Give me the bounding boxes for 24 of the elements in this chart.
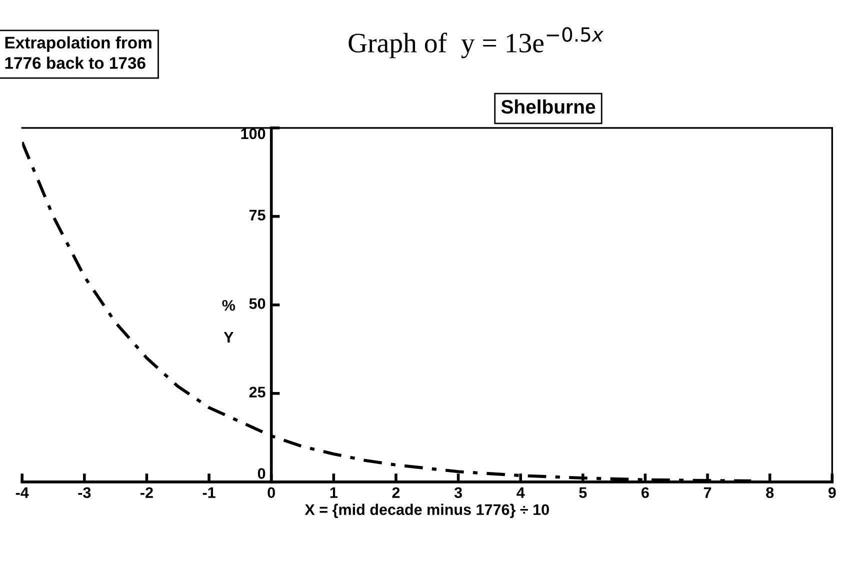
x-tick-label: 4 — [516, 487, 525, 498]
text: % Y — [222, 300, 236, 343]
y-tick-label: 50 — [249, 298, 266, 310]
x-tick-label: 2 — [392, 487, 400, 498]
x-tick-label: 3 — [454, 487, 462, 498]
text: Extrapolation from 1776 back to 1736 — [5, 36, 152, 69]
y-tick-label: 75 — [249, 210, 266, 221]
y-tick-label: 25 — [249, 386, 266, 398]
x-tick-label: 7 — [704, 487, 712, 498]
x-tick-label: -3 — [78, 487, 91, 498]
x-tick-label: 8 — [766, 487, 774, 498]
x-tick-label: -1 — [202, 487, 216, 498]
text: Shelburne — [501, 99, 596, 114]
chart-title: Graph of y = 13e$^{−0.5x}$ — [348, 27, 604, 58]
x-tick-label: 9 — [828, 487, 836, 498]
x-tick-label: 6 — [642, 487, 649, 498]
x-tick-label: 0 — [268, 487, 275, 498]
x-tick-label: 1 — [330, 487, 338, 498]
x-tick-label: -4 — [16, 487, 29, 498]
y-tick-label: 100 — [241, 128, 266, 140]
x-tick-label: -2 — [140, 487, 153, 498]
x-axis-title: X = {mid decade minus 1776} ÷ 10 — [304, 504, 549, 518]
x-tick-label: 5 — [579, 487, 587, 498]
y-tick-label: 0 — [258, 468, 266, 479]
